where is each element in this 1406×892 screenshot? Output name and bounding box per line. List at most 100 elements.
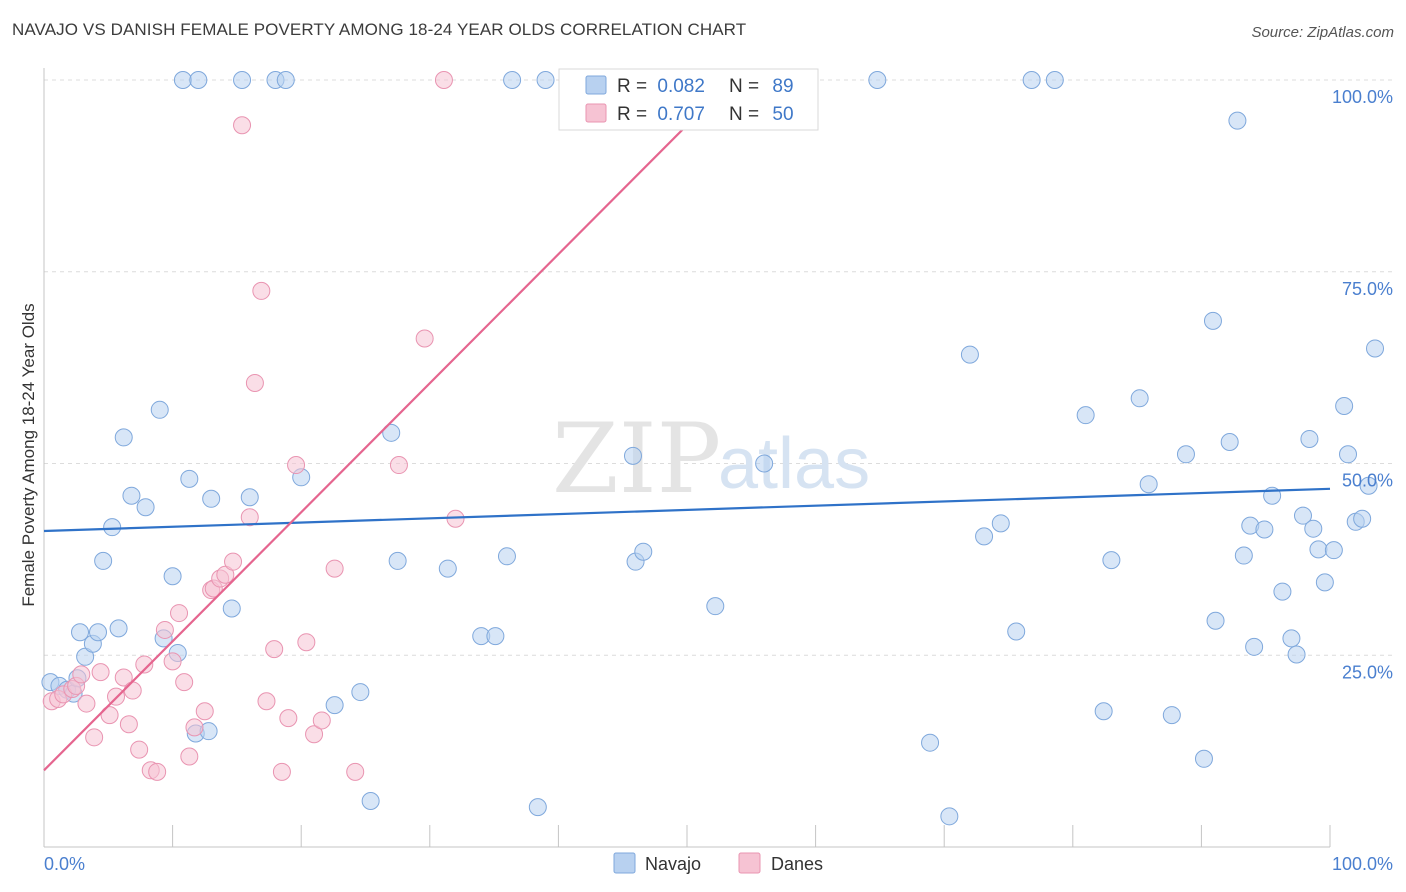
- navajo-point-82: [1324, 541, 1343, 560]
- danes-point-44: [389, 456, 408, 475]
- navajo-bottom-swatch: [613, 852, 636, 874]
- navajo-point-54: [1007, 622, 1026, 641]
- navajo-point-83: [1335, 396, 1354, 415]
- danes-point-7: [85, 728, 104, 747]
- navajo-point-81: [1315, 573, 1334, 592]
- axes: [43, 68, 1331, 848]
- navajo-point-41: [536, 71, 555, 89]
- danes-point-13: [123, 681, 142, 700]
- navajo-point-77: [1293, 506, 1312, 525]
- navajo-point-57: [1076, 406, 1095, 425]
- navajo-point-23: [222, 599, 241, 618]
- navajo-point-63: [1176, 445, 1195, 464]
- danes-bottom-swatch: [738, 852, 761, 874]
- navajo-point-88: [1366, 339, 1385, 358]
- navajo-n-value: 89: [772, 76, 793, 97]
- navajo-point-10: [103, 518, 122, 537]
- danes-point-18: [155, 620, 174, 639]
- navajo-point-75: [1282, 629, 1301, 648]
- danes-point-9: [100, 706, 119, 725]
- danes-point-17: [148, 762, 167, 781]
- danes-r-value: 0.707: [657, 104, 705, 125]
- danes-point-37: [279, 709, 298, 728]
- navajo-r-value: 0.082: [657, 76, 705, 97]
- danes-point-39: [297, 633, 316, 652]
- svg-text:N = 50: N = 50: [729, 104, 794, 125]
- navajo-point-38: [486, 627, 505, 646]
- danes-point-22: [180, 747, 199, 766]
- navajo-point-68: [1228, 111, 1247, 130]
- navajo-point-61: [1139, 475, 1158, 494]
- danes-point-24: [195, 702, 214, 721]
- navajo-point-51: [960, 345, 979, 364]
- danes-point-23: [185, 718, 204, 737]
- series-legend: Navajo Danes: [613, 852, 823, 874]
- svg-text:R = 0.707: R = 0.707: [617, 104, 705, 125]
- navajo-point-48: [868, 71, 887, 89]
- danes-point-30: [233, 116, 252, 135]
- danes-point-38: [287, 456, 306, 475]
- navajo-point-72: [1255, 520, 1274, 539]
- navajo-point-39: [497, 547, 516, 566]
- navajo-point-35: [388, 551, 407, 570]
- navajo-point-15: [150, 400, 169, 419]
- danes-n-label: N =: [729, 104, 759, 125]
- navajo-point-59: [1102, 551, 1121, 570]
- navajo-point-87: [1359, 476, 1378, 495]
- navajo-point-43: [623, 446, 642, 465]
- navajo-point-8: [89, 623, 108, 642]
- navajo-point-71: [1245, 637, 1264, 656]
- watermark-atlas: atlas: [718, 424, 870, 504]
- y-tick-label-2: 75.0%: [1342, 279, 1393, 299]
- y-tick-label-0: 25.0%: [1342, 662, 1393, 682]
- danes-point-35: [265, 640, 284, 659]
- navajo-point-24: [240, 488, 259, 507]
- navajo-point-86: [1353, 509, 1372, 528]
- navajo-point-78: [1300, 429, 1319, 448]
- navajo-point-60: [1130, 389, 1149, 408]
- danes-point-15: [135, 655, 154, 674]
- danes-point-47: [434, 71, 453, 89]
- navajo-point-55: [1022, 71, 1041, 89]
- navajo-point-29: [276, 71, 295, 89]
- navajo-point-69: [1234, 546, 1253, 565]
- navajo-point-46: [706, 597, 725, 616]
- danes-point-5: [72, 665, 91, 684]
- navajo-point-67: [1220, 433, 1239, 452]
- navajo-point-19: [180, 469, 199, 488]
- navajo-n-label: N =: [729, 76, 759, 97]
- source-label: Source: ZipAtlas.com: [1251, 24, 1394, 41]
- navajo-point-79: [1304, 519, 1323, 538]
- navajo-point-25: [173, 71, 192, 89]
- navajo-points: [41, 71, 1385, 826]
- chart-title: NAVAJO VS DANISH FEMALE POVERTY AMONG 18…: [12, 20, 747, 39]
- danes-point-40: [305, 725, 324, 744]
- navajo-point-27: [233, 71, 252, 89]
- navajo-point-53: [991, 514, 1010, 533]
- svg-text:N = 89: N = 89: [729, 76, 794, 97]
- navajo-point-31: [325, 696, 344, 715]
- navajo-point-50: [940, 807, 959, 826]
- navajo-point-9: [94, 551, 113, 570]
- watermark: ZIP atlas: [552, 403, 870, 515]
- danes-point-19: [163, 652, 182, 671]
- navajo-point-47: [755, 454, 774, 473]
- tick-labels: 25.0% 50.0% 75.0% 100.0% 0.0% 100.0%: [44, 87, 1393, 874]
- danes-point-8: [91, 663, 110, 682]
- navajo-point-12: [114, 428, 133, 447]
- navajo-point-56: [1045, 71, 1064, 89]
- danes-point-43: [346, 762, 365, 781]
- danes-point-21: [175, 673, 194, 692]
- y-axis-label: Female Poverty Among 18-24 Year Olds: [19, 303, 38, 606]
- danes-point-11: [114, 668, 133, 687]
- navajo-r-label: R =: [617, 76, 647, 97]
- navajo-point-36: [438, 559, 457, 578]
- danes-point-6: [77, 694, 96, 713]
- danes-point-33: [252, 281, 271, 300]
- navajo-point-62: [1162, 706, 1181, 725]
- navajo-point-32: [351, 683, 370, 702]
- navajo-point-76: [1287, 645, 1306, 664]
- svg-text:R = 0.082: R = 0.082: [617, 76, 705, 97]
- danes-point-42: [325, 559, 344, 578]
